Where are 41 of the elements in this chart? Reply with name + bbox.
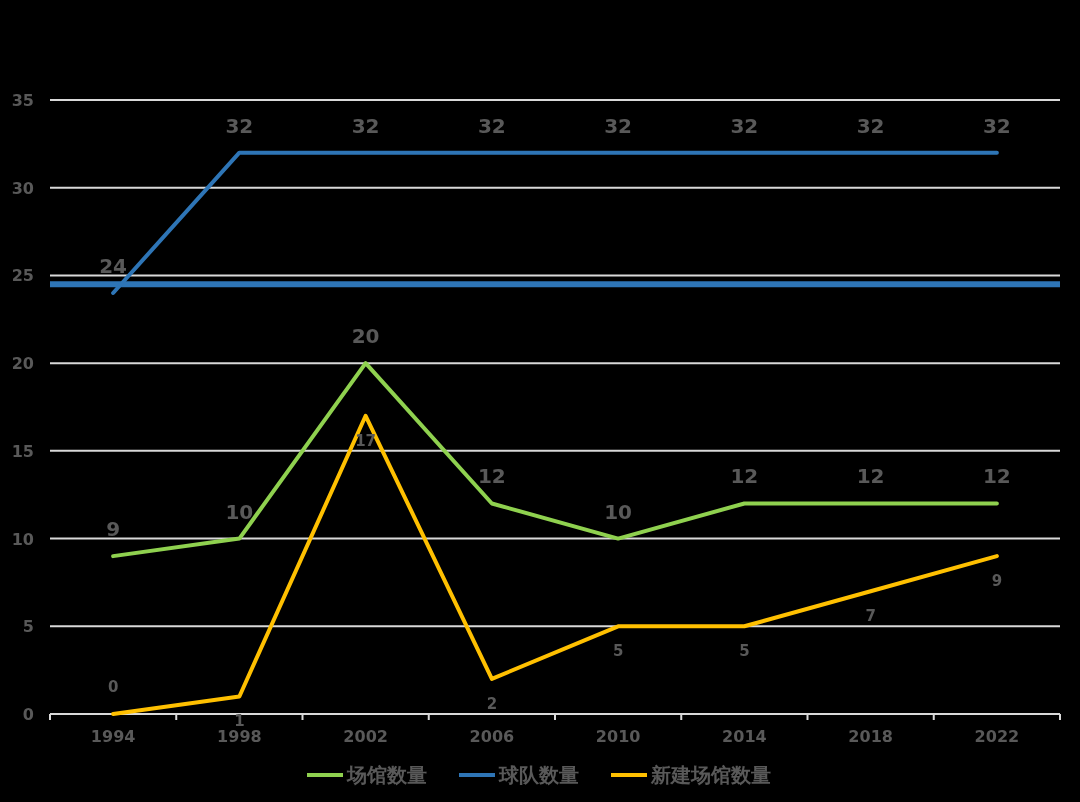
x-tick-label: 2010 [595, 727, 641, 746]
data-label: 24 [99, 253, 128, 278]
data-label: 5 [739, 642, 750, 661]
x-tick-label: 1994 [90, 727, 136, 746]
y-tick-label: 25 [11, 266, 34, 286]
data-label: 12 [856, 464, 885, 489]
legend-label: 新建场馆数量 [650, 763, 771, 787]
legend-label: 球队数量 [498, 763, 579, 787]
data-label: 9 [106, 517, 121, 542]
x-tick-label: 2006 [469, 727, 515, 746]
y-tick-label: 0 [22, 705, 34, 724]
data-label: 10 [604, 499, 633, 524]
data-label: 32 [604, 113, 633, 138]
y-tick-label: 35 [11, 91, 34, 110]
x-tick-label: 2014 [722, 727, 767, 746]
data-label: 10 [225, 499, 254, 524]
data-label: 2 [486, 694, 498, 713]
data-label: 32 [730, 113, 759, 138]
x-tick-label: 2018 [848, 727, 893, 746]
data-label: 32 [856, 113, 885, 138]
legend-label: 场馆数量 [346, 763, 427, 787]
y-tick-label: 15 [11, 441, 34, 461]
data-label: 12 [477, 464, 506, 489]
y-tick-label: 5 [22, 617, 34, 637]
data-label: 32 [982, 113, 1011, 138]
data-label: 12 [730, 464, 759, 489]
data-label: 32 [477, 113, 506, 138]
data-label: 32 [225, 113, 254, 138]
data-label: 0 [107, 678, 119, 696]
data-label: 7 [865, 607, 876, 626]
data-label: 32 [351, 113, 380, 138]
data-label: 9 [991, 572, 1003, 591]
data-label: 12 [982, 464, 1011, 489]
data-label: 5 [612, 642, 624, 661]
x-tick-label: 2002 [343, 727, 388, 746]
data-label: 17 [355, 431, 377, 450]
y-tick-label: 10 [11, 529, 34, 549]
data-label: 20 [351, 324, 380, 349]
x-tick-label: 2022 [974, 727, 1020, 746]
y-tick-label: 30 [11, 178, 34, 198]
y-tick-label: 20 [11, 354, 34, 374]
